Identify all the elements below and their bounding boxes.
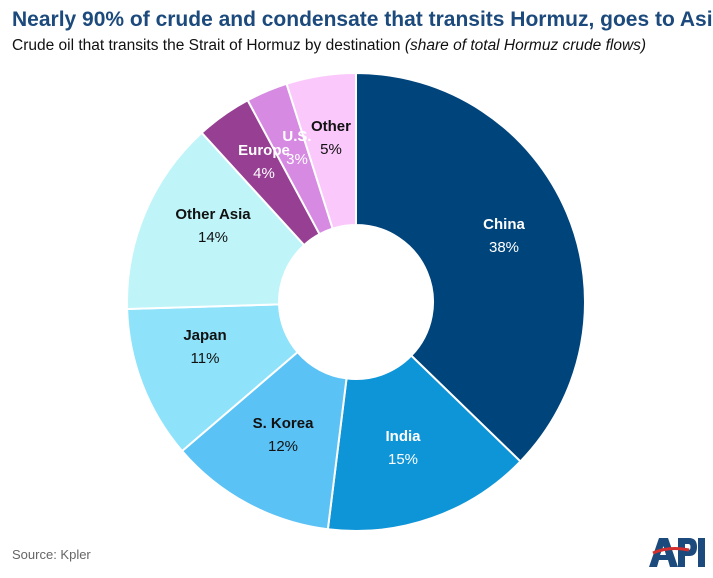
slice-label-other-asia: Other Asia	[175, 206, 251, 223]
source-note: Source: Kpler	[12, 547, 91, 562]
slice-s-korea	[180, 350, 348, 531]
slice-value-other-asia: 14%	[198, 229, 228, 246]
slice-label-china: China	[483, 216, 525, 233]
slice-other-asia	[126, 131, 306, 311]
slice-label-u-s: U.S.	[282, 128, 311, 145]
slice-label-india: India	[385, 428, 421, 445]
slice-value-u-s: 3%	[286, 151, 308, 168]
slice-other	[285, 71, 357, 230]
slice-value-japan: 11%	[191, 350, 220, 367]
subtitle-text: Crude oil that transits the Strait of Ho…	[12, 37, 401, 54]
chart-subtitle: Crude oil that transits the Strait of Ho…	[12, 37, 646, 55]
chart-title: Nearly 90% of crude and condensate that …	[12, 8, 713, 31]
slice-value-s-korea: 12%	[268, 438, 298, 455]
slice-label-other: Other	[311, 118, 351, 135]
slice-japan	[126, 303, 299, 453]
slice-label-japan: Japan	[183, 327, 226, 344]
slice-value-china: 38%	[489, 239, 519, 256]
slice-label-s-korea: S. Korea	[253, 415, 315, 432]
slice-value-other: 5%	[320, 141, 342, 158]
slice-value-india: 15%	[388, 451, 418, 468]
slice-china	[355, 71, 586, 463]
slice-india	[326, 354, 522, 532]
slice-label-europe: Europe	[238, 142, 290, 159]
api-logo	[649, 538, 705, 567]
slice-value-europe: 4%	[253, 165, 275, 182]
subtitle-note: (share of total Hormuz crude flows)	[404, 37, 647, 54]
